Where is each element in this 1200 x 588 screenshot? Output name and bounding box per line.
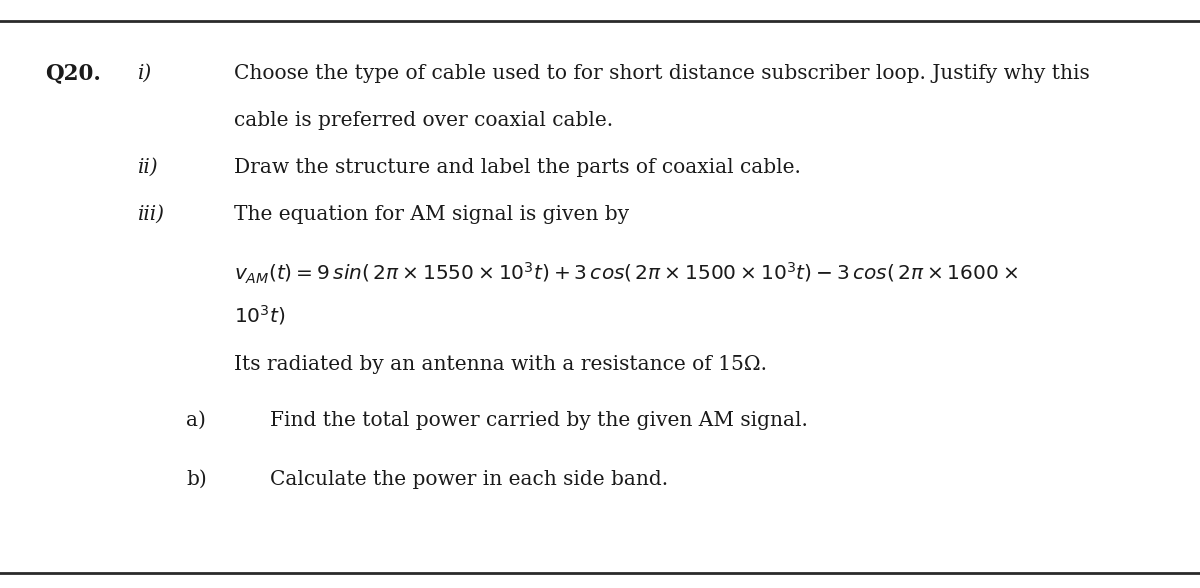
Text: Choose the type of cable used to for short distance subscriber loop. Justify why: Choose the type of cable used to for sho… xyxy=(234,64,1090,83)
Text: ii): ii) xyxy=(138,158,158,177)
Text: cable is preferred over coaxial cable.: cable is preferred over coaxial cable. xyxy=(234,111,613,130)
Text: Draw the structure and label the parts of coaxial cable.: Draw the structure and label the parts o… xyxy=(234,158,800,177)
Text: iii): iii) xyxy=(138,205,166,224)
Text: a): a) xyxy=(186,411,206,430)
Text: b): b) xyxy=(186,470,206,489)
Text: Its radiated by an antenna with a resistance of 15Ω.: Its radiated by an antenna with a resist… xyxy=(234,355,767,374)
Text: $v_{AM}(t) = 9\, sin(\, 2\pi \times 1550 \times 10^3t) + 3\, cos(\, 2\pi \times : $v_{AM}(t) = 9\, sin(\, 2\pi \times 1550… xyxy=(234,261,1018,286)
Text: Q20.: Q20. xyxy=(46,62,102,85)
Text: $10^3t)$: $10^3t)$ xyxy=(234,303,286,326)
Text: Find the total power carried by the given AM signal.: Find the total power carried by the give… xyxy=(270,411,808,430)
Text: Calculate the power in each side band.: Calculate the power in each side band. xyxy=(270,470,668,489)
Text: i): i) xyxy=(138,64,152,83)
Text: The equation for AM signal is given by: The equation for AM signal is given by xyxy=(234,205,629,224)
